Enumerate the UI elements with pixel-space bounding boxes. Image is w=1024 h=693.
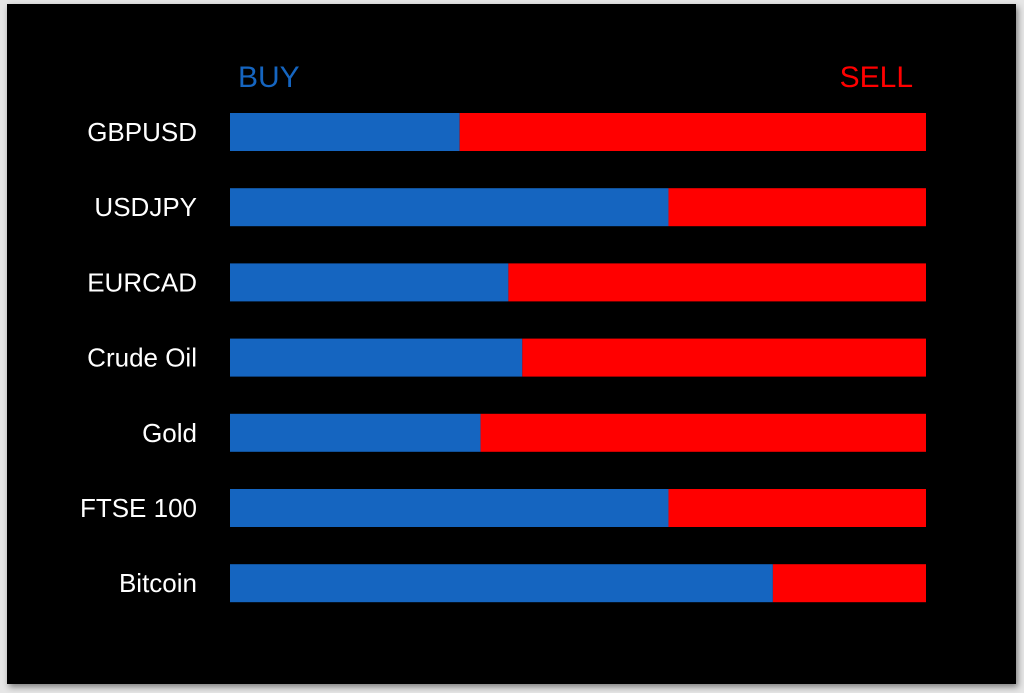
legend-sell-label: SELL bbox=[840, 61, 913, 94]
category-label: GBPUSD bbox=[87, 117, 197, 147]
sell-bar bbox=[668, 188, 926, 227]
sell-bar bbox=[772, 564, 926, 603]
buy-bar bbox=[230, 113, 460, 151]
category-label: Bitcoin bbox=[119, 568, 197, 598]
buy-bar bbox=[230, 489, 669, 527]
category-label: Gold bbox=[142, 418, 197, 448]
sell-bar bbox=[480, 413, 926, 452]
buy-bar bbox=[230, 188, 669, 227]
category-label: Crude Oil bbox=[87, 343, 197, 373]
sell-bar bbox=[522, 338, 926, 377]
bar-rows: GBPUSD USDJPY EURCAD Crude Oil Gold FTSE 100 B… bbox=[80, 113, 926, 603]
category-label: FTSE 100 bbox=[80, 493, 197, 523]
legend-buy-label: BUY bbox=[238, 61, 300, 94]
category-label: USDJPY bbox=[94, 192, 197, 222]
buy-bar bbox=[230, 338, 523, 377]
buy-bar bbox=[230, 564, 773, 603]
category-label: EURCAD bbox=[87, 267, 197, 297]
buy-bar bbox=[230, 413, 481, 452]
sell-bar bbox=[459, 113, 926, 151]
sell-bar bbox=[508, 263, 926, 302]
buy-bar bbox=[230, 263, 509, 302]
sell-bar bbox=[668, 489, 926, 527]
